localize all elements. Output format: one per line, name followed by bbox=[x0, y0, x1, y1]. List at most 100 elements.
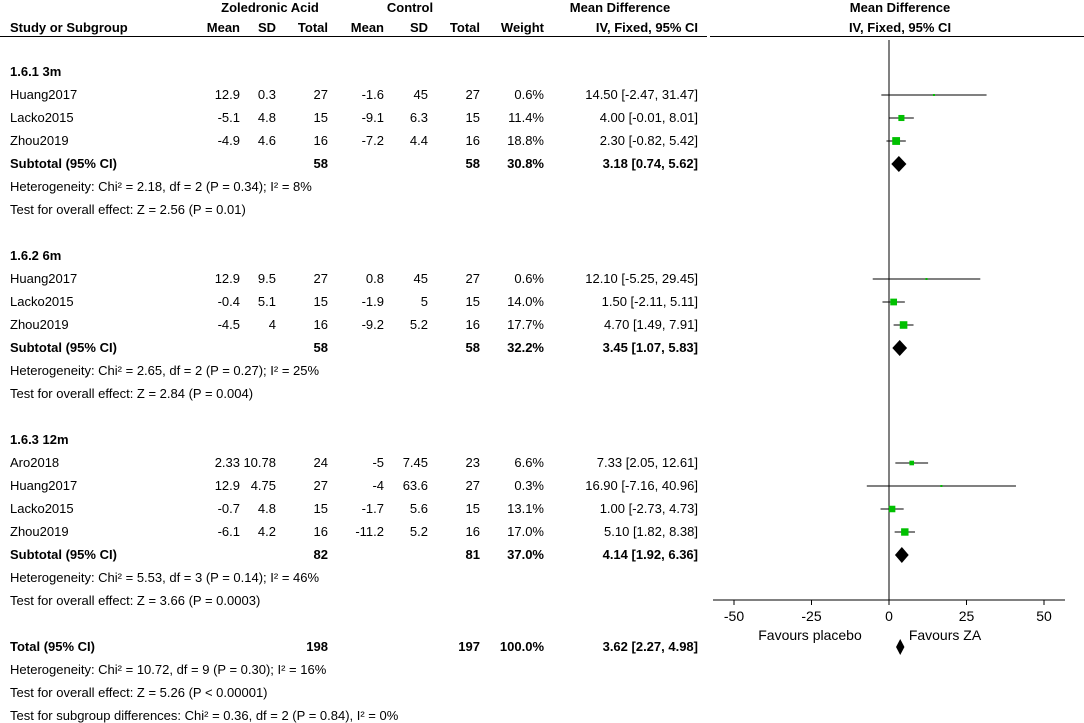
total-name: Total (95% CI) bbox=[10, 639, 95, 654]
study-w: 6.6% bbox=[514, 455, 544, 470]
study-m2: 0.8 bbox=[365, 271, 384, 286]
study-m1: 12.9 bbox=[214, 271, 240, 286]
subtotal-name: Subtotal (95% CI) bbox=[10, 156, 117, 171]
study-ci: 12.10 [-5.25, 29.45] bbox=[585, 271, 698, 286]
study-n1: 24 bbox=[313, 455, 328, 470]
study-m2: -1.7 bbox=[361, 501, 384, 516]
subgroup-heading: 1.6.3 12m bbox=[10, 432, 69, 447]
study-name: Lacko2015 bbox=[10, 110, 74, 125]
study-m2: -11.2 bbox=[355, 524, 384, 539]
study-square bbox=[909, 460, 915, 466]
study-m2: -9.1 bbox=[361, 110, 384, 125]
subtotal-n2: 81 bbox=[465, 547, 480, 562]
subtotal-w: 30.8% bbox=[507, 156, 544, 171]
subtotal-ci: 3.18 [0.74, 5.62] bbox=[602, 156, 698, 171]
study-n1: 27 bbox=[313, 478, 328, 493]
study-ci: 14.50 [-2.47, 31.47] bbox=[585, 87, 698, 102]
study-ci: 5.10 [1.82, 8.38] bbox=[604, 524, 698, 539]
note-text: Test for subgroup differences: Chi² = 0.… bbox=[10, 708, 399, 723]
study-ci: 7.33 [2.05, 12.61] bbox=[596, 455, 698, 470]
study-sd1: 10.78 bbox=[243, 455, 276, 470]
subtotal-n1: 58 bbox=[313, 340, 328, 355]
study-n2: 16 bbox=[465, 524, 480, 539]
study-m2: -4 bbox=[372, 478, 384, 493]
study-sd1: 5.1 bbox=[257, 294, 276, 309]
study-name: Zhou2019 bbox=[10, 133, 69, 148]
col-total2-header: Total bbox=[449, 20, 480, 35]
study-n2: 16 bbox=[465, 133, 480, 148]
note-text: Heterogeneity: Chi² = 2.18, df = 2 (P = … bbox=[10, 179, 312, 194]
group2-header: Control bbox=[386, 0, 434, 15]
study-sd2: 7.45 bbox=[402, 455, 428, 470]
study-m1: -0.4 bbox=[217, 294, 240, 309]
study-w: 17.0% bbox=[507, 524, 544, 539]
header-rule-left bbox=[0, 36, 707, 37]
study-m1: -0.7 bbox=[217, 501, 240, 516]
study-m1: 12.9 bbox=[214, 478, 240, 493]
study-n1: 27 bbox=[313, 271, 328, 286]
study-m1: -4.9 bbox=[217, 133, 240, 148]
study-square bbox=[890, 298, 898, 306]
col-sd2-header: SD bbox=[409, 20, 428, 35]
study-sd2: 45 bbox=[413, 271, 428, 286]
subtotal-ci: 4.14 [1.92, 6.36] bbox=[602, 547, 698, 562]
study-sd1: 4.6 bbox=[257, 133, 276, 148]
study-square bbox=[940, 485, 943, 487]
col-mean2-header: Mean bbox=[350, 20, 384, 35]
summary-diamond bbox=[896, 639, 905, 655]
col-mean1-header: Mean bbox=[206, 20, 240, 35]
x-tick-label: 50 bbox=[1036, 608, 1052, 624]
study-m1: 2.33 bbox=[214, 455, 240, 470]
forest-plot: -50 -25 0 25 50 bbox=[713, 40, 1065, 655]
subtotal-n1: 82 bbox=[313, 547, 328, 562]
study-w: 0.6% bbox=[514, 87, 544, 102]
x-tick-label: -50 bbox=[724, 608, 744, 624]
study-n2: 16 bbox=[465, 317, 480, 332]
col-sd1-header: SD bbox=[257, 20, 276, 35]
x-tick-label: -25 bbox=[801, 608, 821, 624]
study-m2: -1.6 bbox=[361, 87, 384, 102]
study-n2: 27 bbox=[465, 478, 480, 493]
x-tick-label: 0 bbox=[885, 608, 893, 624]
subtotal-w: 37.0% bbox=[507, 547, 544, 562]
study-n1: 15 bbox=[313, 110, 328, 125]
study-square bbox=[892, 137, 901, 145]
study-m2: -7.2 bbox=[361, 133, 384, 148]
study-n2: 27 bbox=[465, 87, 480, 102]
header-rule-right bbox=[710, 36, 1084, 37]
study-w: 0.6% bbox=[514, 271, 544, 286]
study-sd2: 45 bbox=[413, 87, 428, 102]
study-n1: 16 bbox=[313, 133, 328, 148]
study-name: Huang2017 bbox=[10, 271, 78, 286]
study-sd1: 4.2 bbox=[257, 524, 276, 539]
study-sd2: 5 bbox=[420, 294, 428, 309]
study-sd2: 5.2 bbox=[409, 524, 428, 539]
study-sd1: 4.8 bbox=[257, 110, 276, 125]
study-m1: -4.5 bbox=[217, 317, 240, 332]
study-sd1: 4.8 bbox=[257, 501, 276, 516]
study-sd2: 5.2 bbox=[409, 317, 428, 332]
study-w: 18.8% bbox=[507, 133, 544, 148]
study-n2: 15 bbox=[465, 294, 480, 309]
study-n2: 27 bbox=[465, 271, 480, 286]
study-ci: 4.70 [1.49, 7.91] bbox=[604, 317, 698, 332]
study-square bbox=[899, 321, 908, 329]
subtotal-ci: 3.45 [1.07, 5.83] bbox=[602, 340, 698, 355]
study-name: Zhou2019 bbox=[10, 317, 69, 332]
summary-diamond bbox=[891, 156, 907, 172]
study-square bbox=[925, 278, 928, 280]
study-w: 17.7% bbox=[507, 317, 544, 332]
study-square bbox=[898, 114, 905, 122]
study-name: Lacko2015 bbox=[10, 294, 74, 309]
study-ci: 16.90 [-7.16, 40.96] bbox=[585, 478, 698, 493]
study-name: Huang2017 bbox=[10, 87, 78, 102]
study-sd2: 5.6 bbox=[409, 501, 428, 516]
total-ci: 3.62 [2.27, 4.98] bbox=[602, 639, 698, 654]
study-n2: 15 bbox=[465, 110, 480, 125]
subgroup-heading: 1.6.1 3m bbox=[10, 64, 62, 79]
note-text: Test for overall effect: Z = 3.66 (P = 0… bbox=[10, 593, 261, 608]
note-text: Heterogeneity: Chi² = 10.72, df = 9 (P =… bbox=[10, 662, 327, 677]
study-n2: 15 bbox=[465, 501, 480, 516]
note-text: Test for overall effect: Z = 5.26 (P < 0… bbox=[10, 685, 268, 700]
study-name: Huang2017 bbox=[10, 478, 78, 493]
